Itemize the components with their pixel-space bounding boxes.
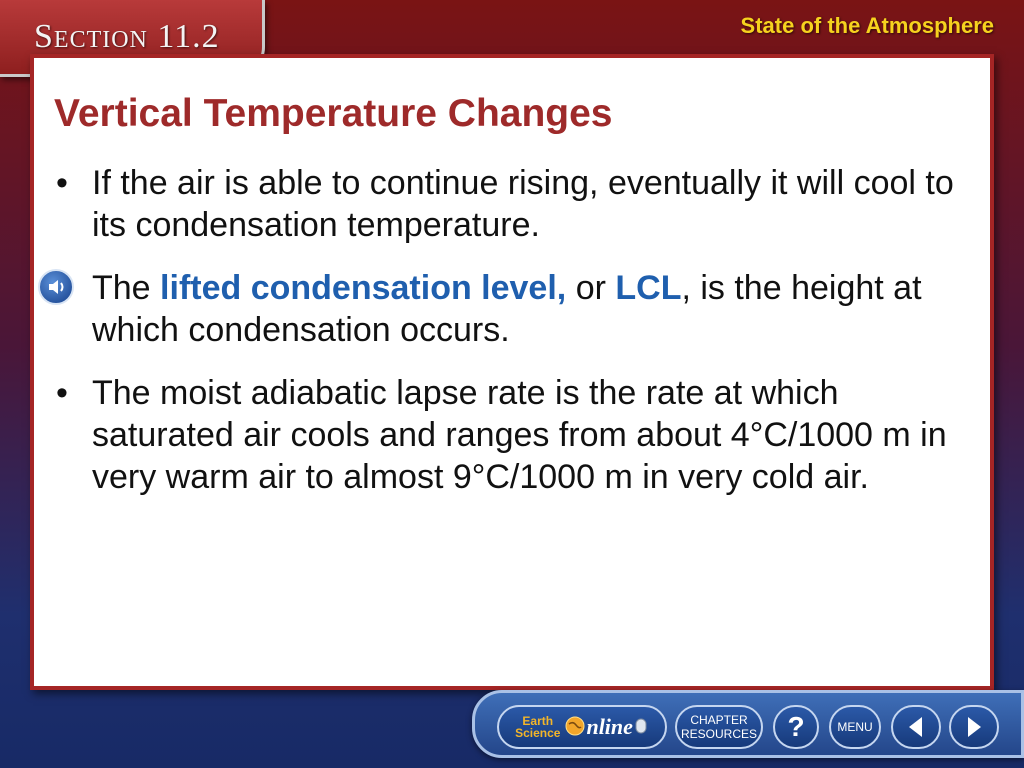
list-item-text: The lifted condensation level, or LCL, i… — [92, 267, 956, 351]
term-lcl: LCL — [615, 269, 682, 307]
text-segment: , is the height at which condensation oc… — [92, 269, 922, 349]
text-segment: The — [92, 269, 161, 307]
bullet: • — [56, 164, 68, 202]
online-label: nline — [586, 714, 633, 739]
earth-science-label: Earth Science — [515, 714, 561, 740]
slide-content: • If the air is able to continue rising,… — [56, 162, 956, 519]
slide-panel — [30, 54, 994, 690]
list-item-text: The moist adiabatic lapse rate is the ra… — [92, 374, 947, 496]
list-item: • The moist adiabatic lapse rate is the … — [56, 372, 956, 498]
slide-title: Vertical Temperature Changes — [54, 92, 613, 135]
arrow-left-icon — [909, 717, 922, 737]
list-item: The lifted condensation level, or LCL, i… — [56, 267, 956, 351]
help-button[interactable]: ? — [773, 705, 819, 749]
earth-science-online-button[interactable]: Earth Science nline — [497, 705, 667, 749]
list-item: • If the air is able to continue rising,… — [56, 162, 956, 246]
chapter-resources-button[interactable]: CHAPTER RESOURCES — [675, 705, 763, 749]
speaker-icon[interactable] — [38, 269, 74, 305]
previous-button[interactable] — [891, 705, 941, 749]
next-button[interactable] — [949, 705, 999, 749]
term-lifted-condensation-level: lifted condensation level, — [160, 269, 567, 307]
mouse-icon — [633, 716, 649, 739]
list-item-text: If the air is able to continue rising, e… — [92, 164, 954, 244]
section-label: Section 11.2 — [34, 18, 220, 55]
menu-button[interactable]: MENU — [829, 705, 881, 749]
topic-title: State of the Atmosphere — [740, 13, 994, 38]
globe-icon — [564, 715, 586, 740]
nav-bar: Earth Science nline CHAPTER RESOURCES ? M… — [472, 690, 1024, 758]
text-segment: or — [566, 269, 616, 307]
arrow-right-icon — [968, 717, 981, 737]
bullet: • — [56, 374, 68, 412]
